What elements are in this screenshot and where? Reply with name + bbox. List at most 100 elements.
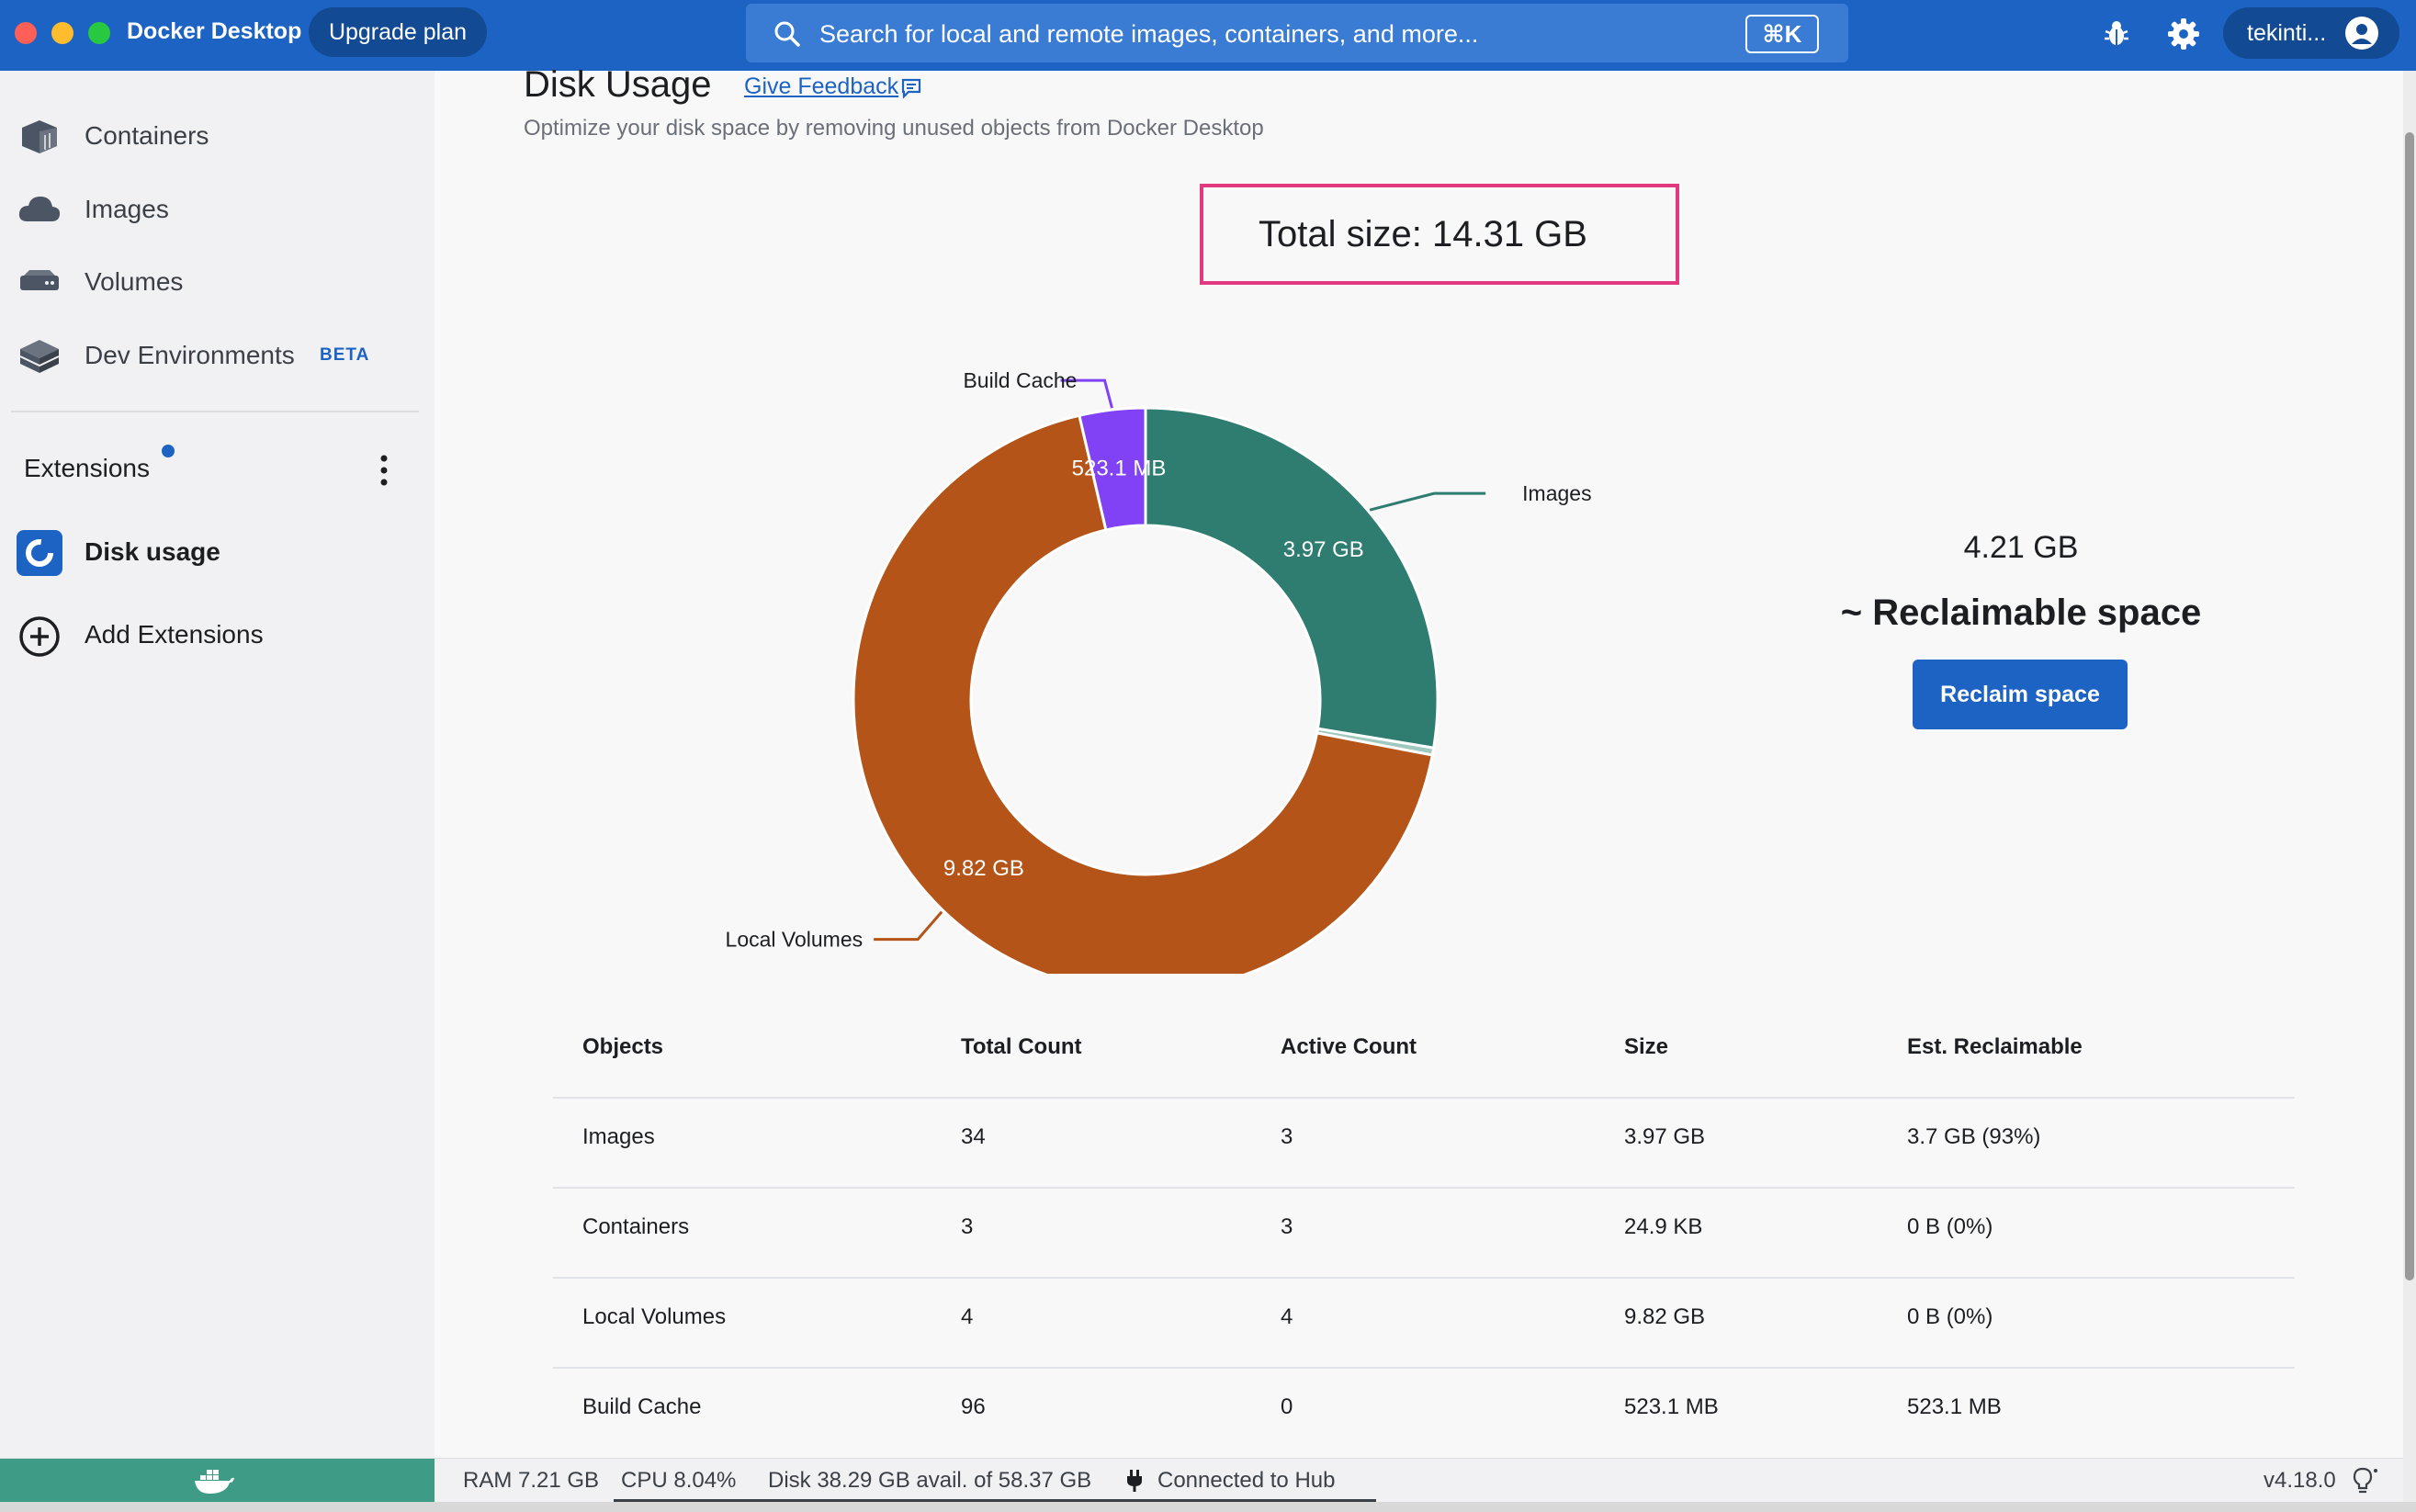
table-cell: 0 B (0%) bbox=[1907, 1214, 1993, 1239]
volume-icon bbox=[20, 270, 59, 290]
table-cell: 3.7 GB (93%) bbox=[1907, 1124, 2041, 1149]
table-cell: 0 bbox=[1281, 1394, 1293, 1419]
table-cell: Images bbox=[582, 1124, 655, 1149]
total-size: Total size: 14.31 GB bbox=[1259, 213, 1587, 254]
title-bar: Docker Desktop Upgrade plan Search for l… bbox=[0, 0, 2416, 71]
page-subtitle: Optimize your disk space by removing unu… bbox=[524, 116, 1264, 141]
disk-usage-donut-chart: 3.97 GB Images 9.82 GB Local Volumes 523.1 M… bbox=[726, 368, 1592, 974]
callout-line bbox=[874, 910, 943, 942]
beta-badge: BETA bbox=[320, 345, 370, 365]
callout-line bbox=[1369, 491, 1486, 512]
table-row: Containers 3 3 24.9 KB 0 B (0%) bbox=[553, 1189, 2295, 1279]
sidebar-divider bbox=[11, 411, 419, 412]
column-header[interactable]: Est. Reclaimable bbox=[1907, 1034, 2083, 1059]
sidebar-item-dev-environments[interactable]: Dev Environments BETA bbox=[0, 323, 435, 388]
avatar-icon bbox=[2345, 17, 2378, 50]
sidebar-item-label: Images bbox=[85, 195, 169, 223]
donut-slice-build-cache[interactable] bbox=[1078, 406, 1147, 532]
window-minimize-button[interactable] bbox=[51, 22, 73, 44]
upgrade-plan-button[interactable]: Upgrade plan bbox=[309, 7, 487, 57]
window-zoom-button[interactable] bbox=[88, 22, 110, 44]
table-cell: 3 bbox=[1281, 1214, 1293, 1239]
scrollbar-thumb[interactable] bbox=[2405, 132, 2414, 1281]
extensions-heading: Extensions bbox=[24, 454, 150, 482]
cpu-usage: CPU 8.04% bbox=[621, 1468, 737, 1493]
table-cell: 34 bbox=[961, 1124, 986, 1149]
sidebar-item-images[interactable]: Images bbox=[0, 177, 435, 242]
search-icon bbox=[774, 21, 800, 47]
table-cell: 96 bbox=[961, 1394, 986, 1419]
status-bar: RAM 7.21 GB CPU 8.04% Disk 38.29 GB avai… bbox=[0, 1458, 2403, 1503]
column-header[interactable]: Objects bbox=[582, 1034, 664, 1059]
donut-slice-images[interactable] bbox=[1144, 406, 1439, 750]
column-header[interactable]: Active Count bbox=[1281, 1034, 1417, 1059]
page-title: Disk Usage bbox=[524, 64, 712, 105]
window-close-button[interactable] bbox=[15, 22, 37, 44]
table-cell: 3 bbox=[1281, 1124, 1293, 1149]
sidebar-item-containers[interactable]: Containers bbox=[0, 104, 435, 168]
table-header-row: Objects Total Count Active Count Size Es… bbox=[553, 1009, 2295, 1099]
more-options-icon[interactable] bbox=[367, 452, 401, 489]
callout-label-build-cache: Build Cache bbox=[963, 368, 1077, 392]
table-cell: Containers bbox=[582, 1214, 690, 1239]
donut-value-label: 9.82 GB bbox=[943, 856, 1024, 881]
table-cell: 3 bbox=[961, 1214, 974, 1239]
docker-whale-icon bbox=[195, 1470, 234, 1494]
status-divider bbox=[614, 1499, 1376, 1503]
hub-connection-status: Connected to Hub bbox=[1157, 1468, 1336, 1493]
donut-value-label: 3.97 GB bbox=[1283, 537, 1364, 562]
container-icon bbox=[22, 120, 57, 153]
give-feedback-link[interactable]: Give Feedback bbox=[744, 73, 899, 99]
search-shortcut-badge: ⌘K bbox=[1745, 15, 1819, 53]
column-header[interactable]: Size bbox=[1624, 1034, 1669, 1059]
donut-value-label: 523.1 MB bbox=[1072, 457, 1167, 481]
user-name: tekinti... bbox=[2247, 20, 2327, 46]
sidebar: Containers Images Volumes Dev Environmen… bbox=[0, 71, 435, 1458]
plug-icon bbox=[1127, 1470, 1142, 1492]
table-cell: 0 B (0%) bbox=[1907, 1304, 1993, 1329]
column-header[interactable]: Total Count bbox=[961, 1034, 1082, 1059]
table-row: Images 34 3 3.97 GB 3.7 GB (93%) bbox=[553, 1099, 2295, 1189]
table-cell: 24.9 KB bbox=[1624, 1214, 1703, 1239]
search-placeholder: Search for local and remote images, cont… bbox=[819, 20, 1479, 48]
sidebar-item-label: Containers bbox=[85, 121, 209, 150]
donut-slice-local-volumes[interactable] bbox=[852, 413, 1435, 974]
callout-label-local-volumes: Local Volumes bbox=[726, 928, 864, 952]
app-version: v4.18.0 bbox=[2264, 1468, 2336, 1493]
table-cell: 4 bbox=[961, 1304, 974, 1329]
disk-usage-icon[interactable] bbox=[17, 530, 62, 576]
total-size-box: Total size: 14.31 GB bbox=[1200, 184, 1679, 285]
table-cell: 3.97 GB bbox=[1624, 1124, 1706, 1149]
engine-status-indicator[interactable] bbox=[0, 1459, 435, 1503]
reclaim-space-button[interactable]: Reclaim space bbox=[1913, 660, 2128, 729]
cloud-icon bbox=[18, 197, 61, 221]
dev-environments-icon bbox=[19, 340, 60, 373]
lightbulb-icon[interactable] bbox=[2352, 1466, 2379, 1495]
app-title: Docker Desktop bbox=[127, 18, 302, 44]
sidebar-item-label: Volumes bbox=[85, 267, 184, 296]
notification-dot bbox=[162, 445, 175, 457]
sidebar-item-add-extensions[interactable]: Add Extensions bbox=[85, 620, 264, 649]
table-cell: Build Cache bbox=[582, 1394, 702, 1419]
window-bottom-edge bbox=[0, 1502, 2416, 1512]
sidebar-item-disk-usage[interactable]: Disk usage bbox=[85, 537, 220, 566]
disk-usage-status: Disk 38.29 GB avail. of 58.37 GB bbox=[768, 1468, 1092, 1493]
global-search-bar[interactable]: Search for local and remote images, cont… bbox=[746, 4, 1848, 62]
account-menu[interactable]: tekinti... bbox=[2223, 7, 2399, 59]
table-row: Local Volumes 4 4 9.82 GB 0 B (0%) bbox=[553, 1279, 2295, 1369]
gear-icon[interactable] bbox=[2166, 17, 2201, 51]
callout-line bbox=[1060, 378, 1113, 409]
table-cell: 523.1 MB bbox=[1624, 1394, 1719, 1419]
table-row: Build Cache 96 0 523.1 MB 523.1 MB bbox=[553, 1369, 2295, 1459]
sidebar-item-volumes[interactable]: Volumes bbox=[0, 250, 435, 314]
ram-usage: RAM 7.21 GB bbox=[463, 1468, 600, 1493]
table-cell: 4 bbox=[1281, 1304, 1293, 1329]
reclaimable-label: ~ Reclaimable space bbox=[1840, 592, 2202, 633]
feedback-icon[interactable] bbox=[900, 77, 922, 99]
callout-label-images: Images bbox=[1522, 481, 1591, 505]
add-circle-icon[interactable] bbox=[18, 615, 61, 658]
sidebar-item-label: Dev Environments bbox=[85, 341, 295, 369]
reclaimable-amount: 4.21 GB bbox=[1963, 530, 2079, 565]
table-cell: 523.1 MB bbox=[1907, 1394, 2002, 1419]
bug-icon[interactable] bbox=[2100, 17, 2133, 50]
